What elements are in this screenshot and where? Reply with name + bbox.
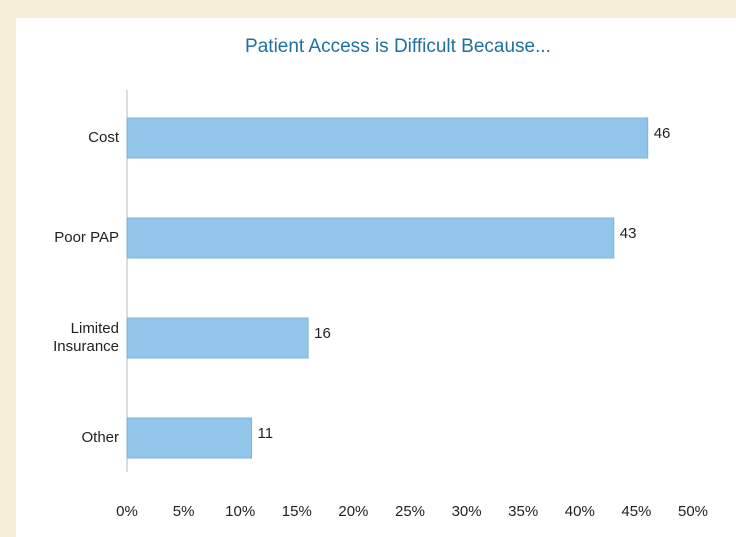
chart-title: Patient Access is Difficult Because... [245, 36, 551, 57]
x-tick-label: 15% [282, 503, 312, 520]
bar [126, 217, 615, 259]
x-tick-label: 0% [116, 503, 138, 520]
bar [126, 317, 309, 359]
y-tick-label: Other [81, 429, 119, 446]
x-tick-label: 20% [338, 503, 368, 520]
x-tick-label: 50% [678, 503, 708, 520]
bar [126, 117, 649, 159]
value-label: 16 [314, 325, 331, 342]
x-tick-label: 40% [565, 503, 595, 520]
value-label: 11 [258, 425, 274, 442]
x-tick-label: 35% [508, 503, 538, 520]
x-tick-label: 10% [225, 503, 255, 520]
x-tick-label: 45% [621, 503, 651, 520]
value-label: 43 [620, 225, 637, 242]
bar [126, 417, 253, 459]
x-tick-label: 25% [395, 503, 425, 520]
y-tick-label: Poor PAP [54, 229, 119, 246]
y-tick-label: Limited Insurance [53, 320, 119, 355]
y-tick-label: Cost [88, 129, 119, 146]
x-tick-label: 5% [173, 503, 195, 520]
value-label: 46 [654, 125, 671, 142]
x-tick-label: 30% [452, 503, 482, 520]
